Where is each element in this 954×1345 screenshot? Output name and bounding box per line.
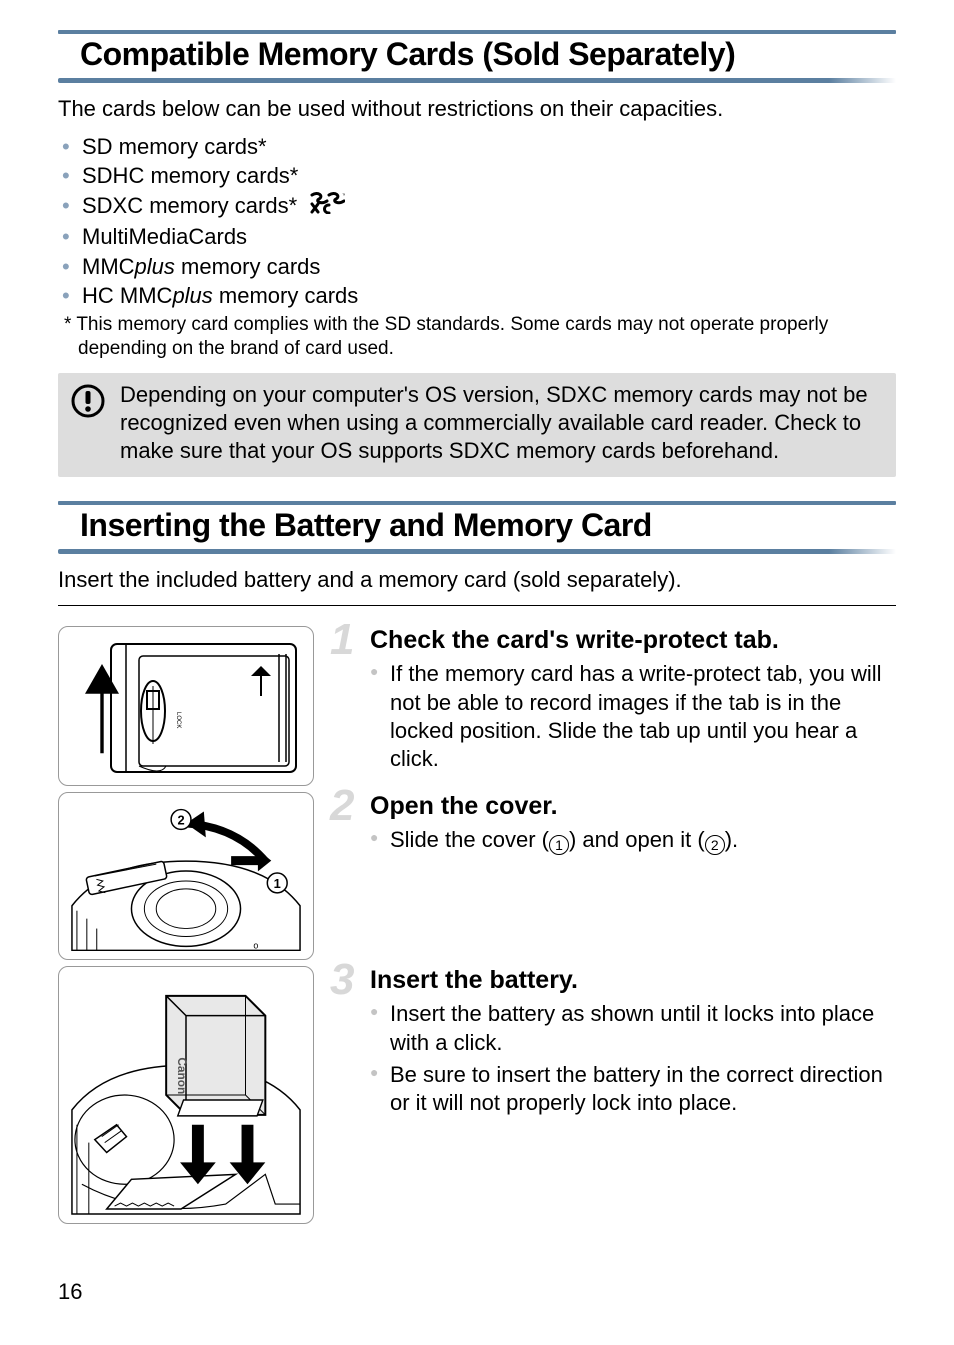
step-detail-list: Insert the battery as shown until it loc… (370, 1000, 896, 1117)
step-detail-list: Slide the cover (1) and open it (2). (370, 826, 896, 855)
list-item: SDHC memory cards* (60, 161, 896, 191)
step-detail-list: If the memory card has a write-protect t… (370, 660, 896, 773)
heading-text: Inserting the Battery and Memory Card (80, 507, 652, 543)
intro-paragraph-2: Insert the included battery and a memory… (58, 566, 896, 595)
step-detail-item: Insert the battery as shown until it loc… (370, 1000, 896, 1056)
step-title: Open the cover. (370, 792, 896, 821)
svg-text:o: o (253, 940, 258, 950)
step-detail-text: Slide the cover (1) and open it (2). (390, 827, 738, 852)
circled-number-2: 2 (705, 835, 725, 855)
step-body: 2 Open the cover. Slide the cover (1) an… (336, 792, 896, 860)
svg-text:Canon: Canon (175, 1057, 189, 1094)
heading-text: Compatible Memory Cards (Sold Separately… (80, 36, 735, 72)
heading-rule-top (58, 30, 896, 34)
list-item-text: SDHC memory cards* (82, 163, 298, 188)
step-detail-item: Slide the cover (1) and open it (2). (370, 826, 896, 855)
step-row-3: Canon 3 Insert the battery. Insert the b… (58, 966, 896, 1224)
list-item-text: SDXC memory cards* (82, 193, 297, 218)
svg-text:LOCK: LOCK (175, 712, 181, 728)
svg-text:™: ™ (342, 193, 345, 199)
warning-text: Depending on your computer's OS version,… (120, 381, 884, 465)
heading-rule-top (58, 501, 896, 505)
section-heading-inserting: Inserting the Battery and Memory Card (58, 503, 896, 554)
sdxc-logo-icon: ™ (309, 192, 345, 222)
step-row-1: LOCK 1 Check the card's write-protect ta… (58, 626, 896, 786)
list-item: MultiMediaCards (60, 222, 896, 252)
list-item-text-prefix: MMC (82, 254, 135, 279)
figure-open-cover: 2 1 o (58, 792, 314, 960)
step-detail-text: Be sure to insert the battery in the cor… (390, 1062, 883, 1115)
warning-callout: Depending on your computer's OS version,… (58, 373, 896, 477)
step-detail-text: Insert the battery as shown until it loc… (390, 1001, 874, 1054)
heading-rule-bottom (58, 78, 896, 83)
warning-icon (70, 383, 106, 465)
svg-text:2: 2 (177, 812, 184, 827)
list-item: MMCplus memory cards (60, 252, 896, 282)
list-item-italic: plus (135, 254, 175, 279)
step-number: 2 (330, 784, 354, 828)
list-item-text-suffix: memory cards (213, 283, 358, 308)
list-item-text: SD memory cards* (82, 134, 267, 159)
section-heading-compatible-cards: Compatible Memory Cards (Sold Separately… (58, 32, 896, 83)
circled-number-1: 1 (549, 835, 569, 855)
step-detail-item: If the memory card has a write-protect t… (370, 660, 896, 773)
step-body: 3 Insert the battery. Insert the battery… (336, 966, 896, 1121)
footnote-text: * This memory card complies with the SD … (58, 313, 896, 361)
step-row-2: 2 1 o 2 Open the cover. Slide the cover … (58, 792, 896, 960)
step-title: Check the card's write-protect tab. (370, 626, 896, 655)
list-item-text-prefix: HC MMC (82, 283, 172, 308)
list-item-text: MultiMediaCards (82, 224, 247, 249)
figure-insert-battery: Canon (58, 966, 314, 1224)
step-number: 1 (330, 618, 354, 662)
svg-text:1: 1 (274, 876, 281, 891)
intro-paragraph: The cards below can be used without rest… (58, 95, 896, 124)
list-item: SDXC memory cards* ™ (60, 191, 896, 222)
list-item-text-suffix: memory cards (175, 254, 320, 279)
list-item: SD memory cards* (60, 132, 896, 162)
divider (58, 605, 896, 606)
list-item-italic: plus (172, 283, 212, 308)
heading-rule-bottom (58, 549, 896, 554)
step-detail-item: Be sure to insert the battery in the cor… (370, 1061, 896, 1117)
step-detail-text: If the memory card has a write-protect t… (390, 661, 882, 770)
step-body: 1 Check the card's write-protect tab. If… (336, 626, 896, 777)
list-item: HC MMCplus memory cards (60, 281, 896, 311)
figure-write-protect: LOCK (58, 626, 314, 786)
step-title: Insert the battery. (370, 966, 896, 995)
step-number: 3 (330, 958, 354, 1002)
memory-card-list: SD memory cards* SDHC memory cards* SDXC… (58, 132, 896, 311)
page-number: 16 (58, 1279, 82, 1305)
